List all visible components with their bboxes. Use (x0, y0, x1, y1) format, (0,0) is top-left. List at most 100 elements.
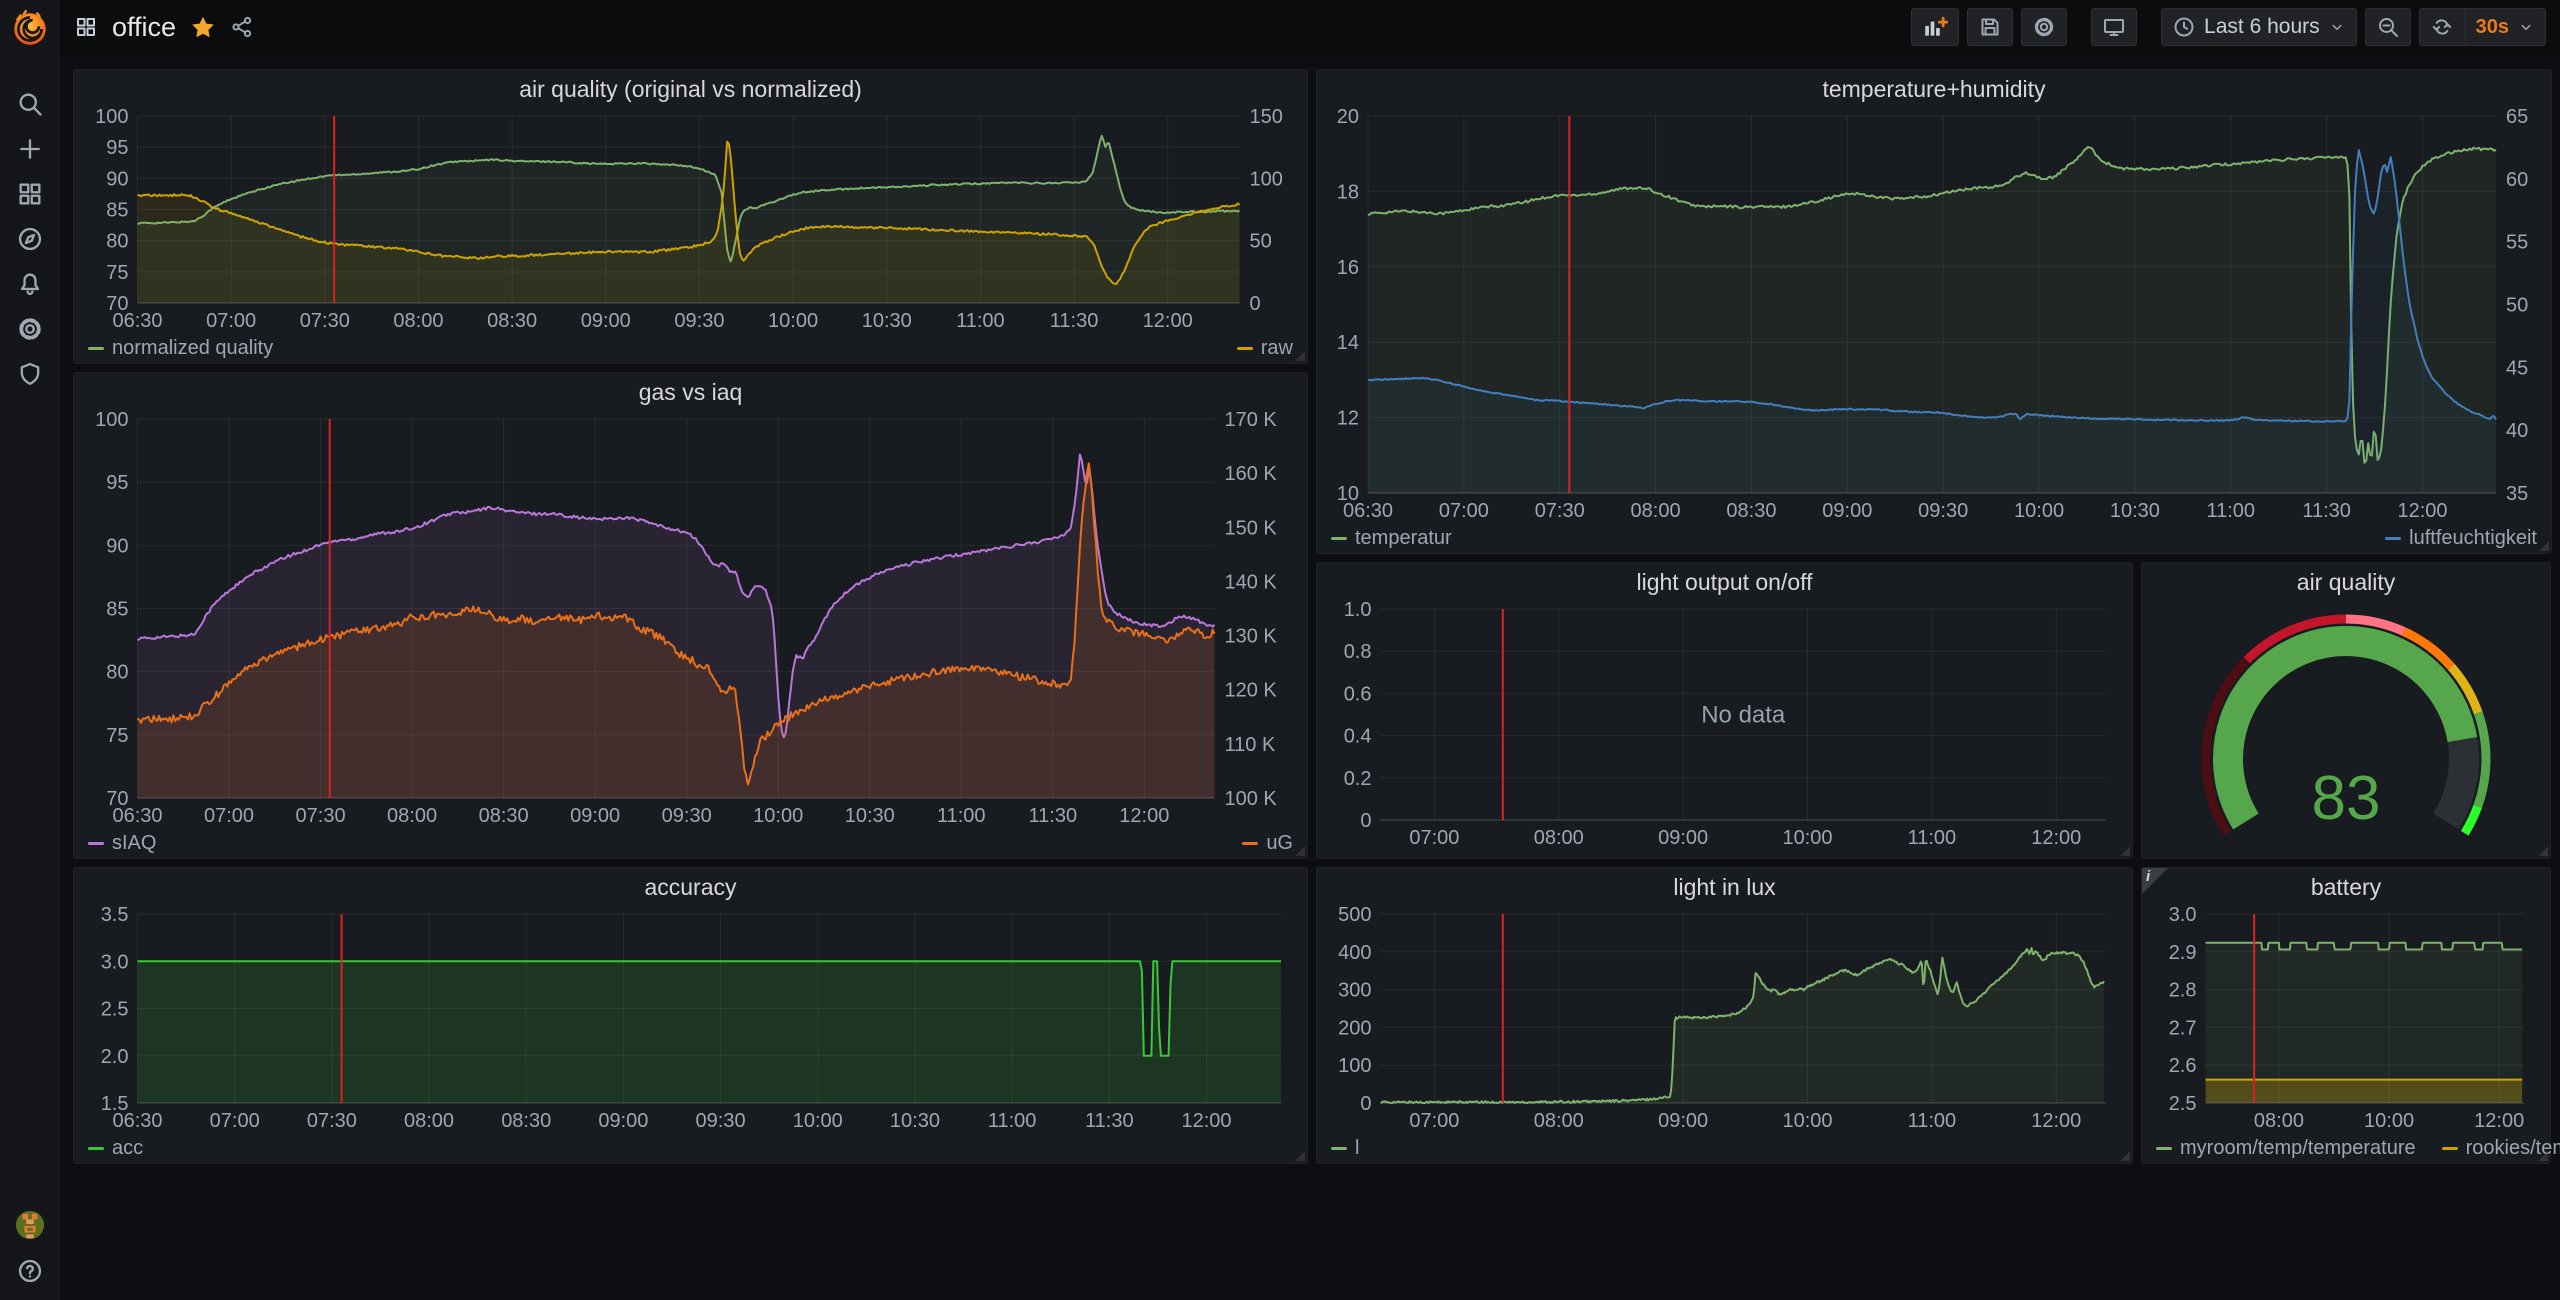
panel-title[interactable]: temperature+humidity (1317, 74, 2551, 104)
sidebar-item-create[interactable] (15, 134, 45, 164)
panel-title[interactable]: accuracy (74, 872, 1307, 902)
svg-text:08:00: 08:00 (2254, 1110, 2304, 1132)
panel-title[interactable]: battery (2142, 872, 2550, 902)
sidebar-item-help[interactable] (15, 1256, 45, 1286)
timeseries-chart[interactable]: 06:3007:0007:3008:0008:3009:0009:3010:00… (80, 106, 1301, 333)
svg-text:12:00: 12:00 (2031, 1110, 2081, 1132)
panel-title[interactable]: light in lux (1317, 872, 2132, 902)
svg-text:2.5: 2.5 (101, 999, 129, 1021)
refresh-button[interactable] (2419, 8, 2465, 46)
svg-text:0: 0 (1250, 293, 1261, 315)
time-picker-button[interactable]: Last 6 hours (2161, 8, 2357, 46)
panel-title[interactable]: air quality (original vs normalized) (74, 74, 1307, 104)
legend-item[interactable]: temperatur (1331, 527, 1452, 550)
gauge-chart[interactable]: 83 (2148, 599, 2544, 850)
svg-text:09:00: 09:00 (1822, 500, 1872, 522)
legend-item[interactable]: rookies/temp/status (2442, 1137, 2560, 1160)
svg-text:10:00: 10:00 (2364, 1110, 2414, 1132)
legend-series-marker (2156, 1147, 2172, 1150)
timeseries-chart[interactable]: 07:0008:0009:0010:0011:0012:005004003002… (1323, 904, 2126, 1133)
svg-text:12:00: 12:00 (1119, 805, 1169, 827)
svg-text:10:30: 10:30 (862, 310, 912, 332)
svg-text:2.9: 2.9 (2169, 942, 2197, 964)
sidebar-item-dashboards[interactable] (15, 179, 45, 209)
star-icon[interactable] (190, 14, 216, 40)
svg-text:11:30: 11:30 (1050, 310, 1099, 332)
svg-text:07:00: 07:00 (204, 805, 254, 827)
svg-text:08:30: 08:30 (487, 310, 537, 332)
svg-text:10:00: 10:00 (1782, 1110, 1832, 1132)
svg-text:11:00: 11:00 (988, 1110, 1037, 1132)
refresh-interval-button[interactable]: 30s (2465, 8, 2546, 46)
panel-title[interactable]: air quality (2142, 567, 2550, 597)
legend-item[interactable]: uG (1242, 832, 1293, 855)
svg-text:150 K: 150 K (1225, 517, 1278, 539)
svg-text:100: 100 (95, 409, 128, 431)
explore-compass-icon (16, 225, 44, 253)
svg-text:11:00: 11:00 (956, 310, 1005, 332)
svg-text:160 K: 160 K (1225, 463, 1278, 485)
svg-text:07:00: 07:00 (1409, 1110, 1459, 1132)
svg-text:16: 16 (1337, 257, 1359, 279)
sidebar-item-configuration[interactable] (15, 314, 45, 344)
legend-series-marker (88, 1147, 104, 1150)
timeseries-chart[interactable]: 06:3007:0007:3008:0008:3009:0009:3010:00… (80, 904, 1301, 1133)
svg-text:10:00: 10:00 (768, 310, 818, 332)
svg-text:09:00: 09:00 (581, 310, 631, 332)
bell-icon (16, 270, 44, 298)
panel-title[interactable]: gas vs iaq (74, 377, 1307, 407)
dashboard-title[interactable]: office (112, 12, 176, 43)
add-panel-button[interactable] (1911, 8, 1959, 46)
shield-icon (16, 360, 44, 388)
legend-item[interactable]: normalized quality (88, 337, 273, 360)
legend-item[interactable]: acc (88, 1137, 143, 1160)
svg-text:11:00: 11:00 (1908, 1110, 1957, 1132)
svg-text:12:00: 12:00 (2474, 1110, 2524, 1132)
sidebar-item-profile[interactable] (15, 1210, 45, 1240)
panel-title[interactable]: light output on/off (1317, 567, 2132, 597)
legend-item[interactable]: myroom/temp/temperature (2156, 1137, 2416, 1160)
grafana-logo[interactable] (9, 7, 51, 49)
legend-item[interactable]: l (1331, 1137, 1359, 1160)
svg-text:09:00: 09:00 (1658, 827, 1708, 849)
svg-text:08:00: 08:00 (404, 1110, 454, 1132)
svg-text:75: 75 (106, 262, 128, 284)
svg-text:11:00: 11:00 (937, 805, 986, 827)
legend-item[interactable]: luftfeuchtigkeit (2385, 527, 2537, 550)
panel-accuracy: accuracy 06:3007:0007:3008:0008:3009:000… (73, 867, 1308, 1164)
legend-series-marker (88, 347, 104, 350)
timeseries-chart[interactable]: 08:0010:0012:003.02.92.82.72.62.5 (2148, 904, 2544, 1133)
svg-text:11:30: 11:30 (1029, 805, 1078, 827)
legend: myroom/temp/temperaturerookies/temp/stat… (2156, 1135, 2536, 1161)
svg-text:09:00: 09:00 (598, 1110, 648, 1132)
save-dashboard-button[interactable] (1967, 8, 2013, 46)
svg-text:07:30: 07:30 (307, 1110, 357, 1132)
legend-series-marker (2385, 537, 2401, 540)
cycle-view-button[interactable] (2091, 8, 2137, 46)
dashboard-settings-button[interactable] (2021, 8, 2067, 46)
refresh-interval-label: 30s (2476, 16, 2509, 39)
legend-item[interactable]: sIAQ (88, 832, 156, 855)
share-icon[interactable] (230, 15, 254, 39)
timeseries-chart[interactable]: 07:0008:0009:0010:0011:0012:001.00.80.60… (1323, 599, 2126, 850)
timeseries-chart[interactable]: 06:3007:0007:3008:0008:3009:0009:3010:00… (1323, 106, 2545, 523)
svg-text:09:30: 09:30 (662, 805, 712, 827)
svg-text:10:00: 10:00 (1782, 827, 1832, 849)
svg-text:0: 0 (1360, 1093, 1371, 1115)
sidebar-item-server-admin[interactable] (15, 359, 45, 389)
sidebar-item-search[interactable] (15, 89, 45, 119)
svg-text:85: 85 (106, 200, 128, 222)
navbar: office (60, 0, 2560, 54)
panel-info-icon[interactable]: i (2142, 868, 2168, 894)
svg-text:08:30: 08:30 (1726, 500, 1776, 522)
svg-text:110 K: 110 K (1225, 734, 1276, 756)
svg-text:70: 70 (106, 788, 128, 810)
svg-text:10:30: 10:30 (890, 1110, 940, 1132)
sidebar-item-alerting[interactable] (15, 269, 45, 299)
legend-item[interactable]: raw (1237, 337, 1293, 360)
sidebar-item-explore[interactable] (15, 224, 45, 254)
zoom-out-button[interactable] (2365, 8, 2411, 46)
timeseries-chart[interactable]: 06:3007:0007:3008:0008:3009:0009:3010:00… (80, 409, 1301, 828)
svg-text:07:00: 07:00 (1439, 500, 1489, 522)
svg-text:09:00: 09:00 (570, 805, 620, 827)
